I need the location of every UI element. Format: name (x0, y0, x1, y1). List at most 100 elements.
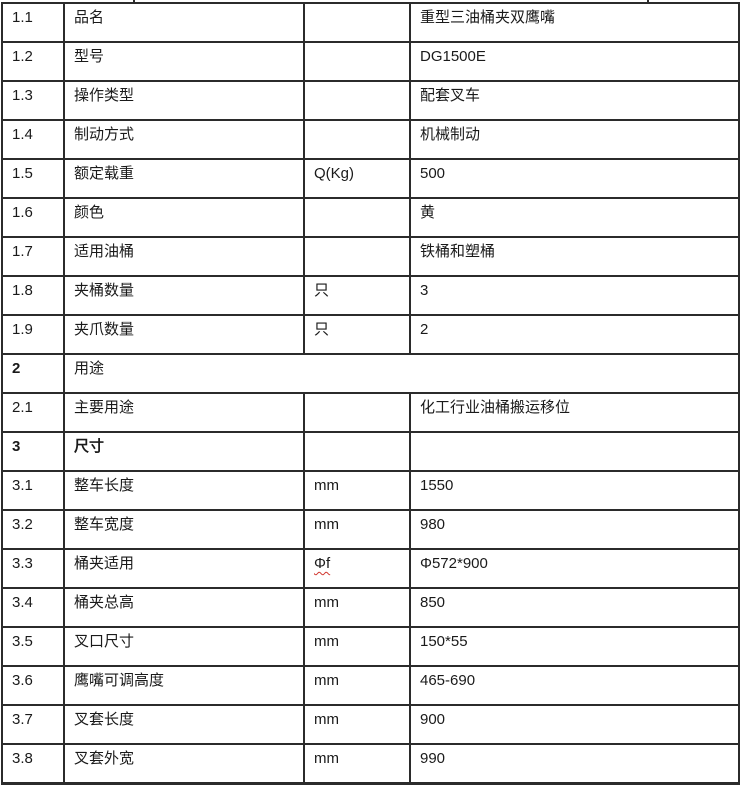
row-label: 整车长度 (63, 470, 305, 511)
table-row: 3.7 叉套长度 mm 900 (1, 704, 740, 745)
table-row: 1.6 颜色 黄 (1, 197, 740, 238)
row-unit (303, 119, 411, 160)
row-value: 铁桶和塑桶 (409, 236, 740, 277)
table-gridline-stub (133, 0, 135, 2)
table-row: 3.2 整车宽度 mm 980 (1, 509, 740, 550)
table-row: 3 尺寸 (1, 431, 740, 472)
row-number: 1.9 (1, 314, 65, 355)
row-label: 操作类型 (63, 80, 305, 121)
row-unit: mm (303, 704, 411, 745)
row-value: 850 (409, 587, 740, 628)
row-value: Φ572*900 (409, 548, 740, 589)
row-value: 990 (409, 743, 740, 785)
row-label: 型号 (63, 41, 305, 82)
row-label: 整车宽度 (63, 509, 305, 550)
table-row: 1.3 操作类型 配套叉车 (1, 80, 740, 121)
spellcheck-marked-text: Φf (314, 555, 331, 572)
row-value: 重型三油桶夹双鹰嘴 (409, 2, 740, 43)
row-number: 1.5 (1, 158, 65, 199)
row-label: 夹爪数量 (63, 314, 305, 355)
row-number: 2.1 (1, 392, 65, 433)
row-unit: mm (303, 470, 411, 511)
row-value: 900 (409, 704, 740, 745)
table-row: 1.9 夹爪数量 只 2 (1, 314, 740, 355)
row-unit: 只 (303, 275, 411, 316)
row-number: 1.8 (1, 275, 65, 316)
table-row: 2.1 主要用途 化工行业油桶搬运移位 (1, 392, 740, 433)
table-row: 3.3 桶夹适用 Φf Φ572*900 (1, 548, 740, 589)
row-unit (303, 236, 411, 277)
table-row: 1.4 制动方式 机械制动 (1, 119, 740, 160)
row-label: 桶夹总高 (63, 587, 305, 628)
row-label: 尺寸 (63, 431, 305, 472)
row-label: 品名 (63, 2, 305, 43)
row-number: 3.3 (1, 548, 65, 589)
row-unit: mm (303, 509, 411, 550)
row-number: 3.7 (1, 704, 65, 745)
row-label: 叉套外宽 (63, 743, 305, 785)
table-row: 1.2 型号 DG1500E (1, 41, 740, 82)
cutoff-row-sliver (0, 0, 740, 2)
row-unit: 只 (303, 314, 411, 355)
table-row: 3.4 桶夹总高 mm 850 (1, 587, 740, 628)
row-unit: mm (303, 743, 411, 785)
row-value (409, 431, 740, 472)
row-value: 500 (409, 158, 740, 199)
row-value: 配套叉车 (409, 80, 740, 121)
row-label: 颜色 (63, 197, 305, 238)
row-unit (303, 431, 411, 472)
row-value: 黄 (409, 197, 740, 238)
row-label: 用途 (63, 353, 740, 394)
table-row: 3.5 叉口尺寸 mm 150*55 (1, 626, 740, 667)
row-unit (303, 2, 411, 43)
row-value: 150*55 (409, 626, 740, 667)
row-value: 980 (409, 509, 740, 550)
row-unit: mm (303, 665, 411, 706)
row-label: 夹桶数量 (63, 275, 305, 316)
row-unit (303, 197, 411, 238)
row-label: 主要用途 (63, 392, 305, 433)
row-number: 1.1 (1, 2, 65, 43)
table-row: 1.1 品名 重型三油桶夹双鹰嘴 (1, 2, 740, 43)
table-row: 2 用途 (1, 353, 740, 394)
table-row: 1.5 额定载重 Q(Kg) 500 (1, 158, 740, 199)
row-number: 1.7 (1, 236, 65, 277)
row-label: 桶夹适用 (63, 548, 305, 589)
row-unit: Q(Kg) (303, 158, 411, 199)
row-label: 额定载重 (63, 158, 305, 199)
row-number: 3.6 (1, 665, 65, 706)
table-row: 3.8 叉套外宽 mm 990 (1, 743, 740, 785)
spec-table-body: 1.1 品名 重型三油桶夹双鹰嘴 1.2 型号 DG1500E 1.3 操作类型… (1, 2, 740, 785)
row-number: 3.8 (1, 743, 65, 785)
row-label: 叉口尺寸 (63, 626, 305, 667)
row-value: DG1500E (409, 41, 740, 82)
table-row: 1.8 夹桶数量 只 3 (1, 275, 740, 316)
row-number: 1.4 (1, 119, 65, 160)
row-number: 1.6 (1, 197, 65, 238)
row-label: 适用油桶 (63, 236, 305, 277)
row-value: 3 (409, 275, 740, 316)
row-number: 3.2 (1, 509, 65, 550)
table-gridline-stub (647, 0, 649, 2)
row-number: 1.3 (1, 80, 65, 121)
row-unit: mm (303, 626, 411, 667)
row-number: 1.2 (1, 41, 65, 82)
table-row: 1.7 适用油桶 铁桶和塑桶 (1, 236, 740, 277)
row-label: 鹰嘴可调高度 (63, 665, 305, 706)
row-unit (303, 41, 411, 82)
row-number: 3.5 (1, 626, 65, 667)
row-unit (303, 392, 411, 433)
row-number: 3.4 (1, 587, 65, 628)
spec-table: 1.1 品名 重型三油桶夹双鹰嘴 1.2 型号 DG1500E 1.3 操作类型… (1, 2, 740, 785)
row-label: 制动方式 (63, 119, 305, 160)
row-value: 化工行业油桶搬运移位 (409, 392, 740, 433)
row-value: 465-690 (409, 665, 740, 706)
table-row: 3.6 鹰嘴可调高度 mm 465-690 (1, 665, 740, 706)
row-label: 叉套长度 (63, 704, 305, 745)
row-number: 3 (1, 431, 65, 472)
row-unit: Φf (303, 548, 411, 589)
row-value: 机械制动 (409, 119, 740, 160)
row-value: 1550 (409, 470, 740, 511)
row-value: 2 (409, 314, 740, 355)
